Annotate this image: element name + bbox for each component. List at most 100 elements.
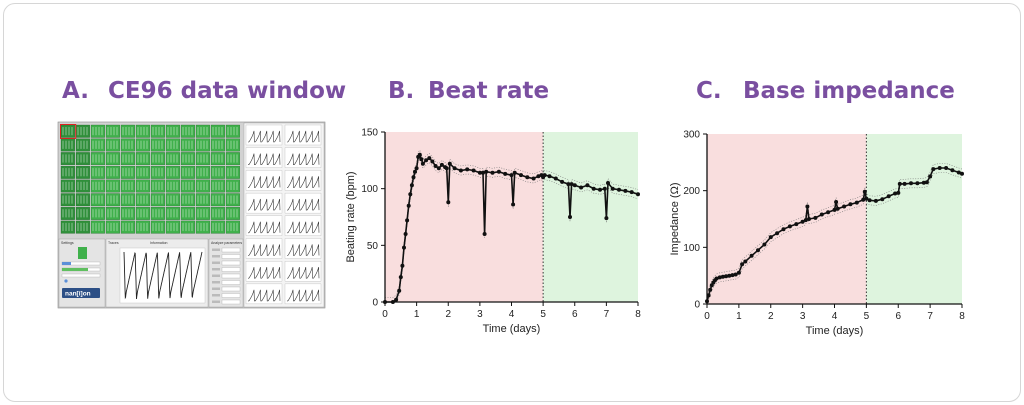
well-thumbnail (195, 165, 210, 179)
well-trace-line (248, 130, 281, 143)
treatment-region (866, 134, 962, 304)
well-thumbnail (105, 179, 120, 193)
data-point (414, 166, 419, 171)
parameter-field (221, 286, 241, 292)
data-point (471, 168, 476, 173)
data-point (427, 156, 432, 161)
data-point (724, 274, 729, 279)
well-thumbnail (225, 207, 240, 220)
well-thumbnail (195, 138, 210, 152)
parameter-label (212, 300, 220, 303)
data-point (720, 274, 725, 279)
well-thumbnail (180, 179, 195, 193)
well-thumbnail (210, 165, 225, 179)
well-trace-line (287, 267, 320, 279)
data-point (436, 166, 441, 171)
data-point (566, 182, 571, 187)
well-thumbnail (165, 207, 180, 220)
well-thumbnail (210, 152, 225, 166)
well-thumbnail (120, 179, 135, 193)
data-point (803, 218, 808, 223)
well-thumbnail (60, 165, 75, 179)
data-point (579, 185, 584, 190)
well-thumbnail (120, 152, 135, 166)
data-point (542, 173, 547, 178)
data-point (446, 200, 451, 205)
data-point (403, 232, 408, 236)
well-thumbnail (165, 193, 180, 207)
parameter-label (212, 274, 220, 277)
parameter-field (221, 273, 241, 279)
data-point (819, 212, 824, 217)
well-thumbnail (195, 220, 210, 234)
x-tick-label: 3 (477, 309, 483, 320)
data-point (909, 181, 913, 186)
data-point (602, 186, 607, 191)
well-thumbnail (225, 179, 240, 193)
data-point (880, 197, 885, 202)
panel-a-title: A. CE96 data window (62, 78, 346, 104)
parameter-field (221, 254, 241, 259)
data-point (411, 175, 416, 180)
well-trace-line (248, 176, 281, 188)
well-thumbnail (195, 179, 210, 193)
well-thumbnail (120, 138, 135, 152)
well-trace-panel (284, 261, 322, 282)
y-tick-label: 100 (361, 184, 378, 195)
well-trace-panel (245, 170, 283, 191)
well-thumbnail (75, 179, 90, 193)
well-thumbnail (105, 152, 120, 166)
data-point (886, 194, 891, 199)
data-point (902, 181, 907, 186)
panel-a-letter: A. (62, 78, 89, 104)
data-point (394, 297, 399, 302)
well-trace-line (248, 221, 281, 234)
data-point (598, 187, 602, 192)
data-point (560, 179, 565, 184)
data-point (433, 164, 438, 168)
data-point (397, 288, 402, 293)
data-point (862, 189, 867, 194)
parameter-field (221, 247, 241, 253)
well-thumbnail (135, 152, 150, 166)
well-trace-line (287, 244, 320, 256)
well-thumbnail (225, 138, 240, 152)
well-thumbnail (180, 124, 195, 138)
data-point (813, 215, 818, 220)
x-axis-label: Time (days) (806, 325, 864, 337)
well-thumbnail (165, 152, 180, 166)
well-thumbnail (135, 220, 150, 234)
treatment-region (543, 132, 638, 302)
well-trace-line (248, 289, 281, 302)
x-tick-label: 2 (768, 311, 774, 322)
well-thumbnail (75, 207, 90, 220)
well-thumbnail (150, 207, 165, 220)
data-point (419, 157, 424, 162)
data-point (921, 180, 926, 185)
well-thumbnail (210, 207, 225, 220)
x-tick-label: 3 (800, 311, 806, 322)
parameter-label (212, 281, 220, 284)
data-point (511, 202, 516, 207)
well-trace-panel (245, 215, 283, 236)
baseline-region (707, 134, 867, 304)
well-thumbnail (150, 165, 165, 179)
dw-analyze-label: Analyze parameters (211, 241, 242, 245)
well-thumbnail (210, 138, 225, 152)
well-thumbnail (75, 138, 90, 152)
data-point (826, 210, 831, 215)
data-point (842, 204, 847, 209)
well-thumbnail (180, 138, 195, 152)
well-thumbnail (135, 165, 150, 179)
well-thumbnail (135, 138, 150, 152)
well-thumbnail (135, 193, 150, 207)
dw-settings-label: Settings (61, 241, 74, 245)
ce96-data-window-screenshot: Settings nan[i]on Traces Information Ana… (57, 121, 326, 309)
data-point (417, 152, 422, 157)
well-thumbnail (165, 124, 180, 138)
well-trace-line (248, 267, 281, 279)
well-thumbnail (60, 207, 75, 220)
well-thumbnail (180, 207, 195, 220)
data-point (915, 181, 920, 186)
data-point (482, 232, 487, 236)
